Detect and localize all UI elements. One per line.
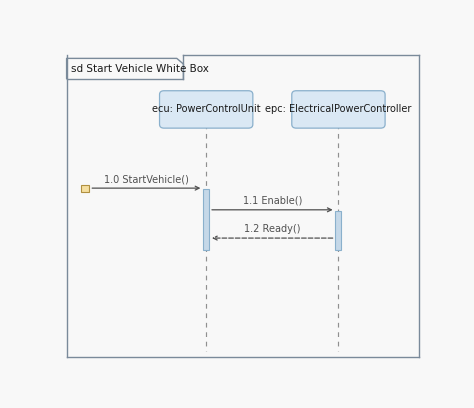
Text: 1.2 Ready(): 1.2 Ready() <box>244 224 301 234</box>
Text: sd Start Vehicle White Box: sd Start Vehicle White Box <box>71 64 209 73</box>
Text: 1.1 Enable(): 1.1 Enable() <box>243 196 302 206</box>
FancyBboxPatch shape <box>292 91 385 128</box>
FancyBboxPatch shape <box>203 189 209 250</box>
FancyBboxPatch shape <box>81 185 89 192</box>
FancyBboxPatch shape <box>336 211 341 250</box>
Text: 1.0 StartVehicle(): 1.0 StartVehicle() <box>104 174 189 184</box>
FancyBboxPatch shape <box>160 91 253 128</box>
Text: epc: ElectricalPowerController: epc: ElectricalPowerController <box>265 104 411 114</box>
Text: ecu: PowerControlUnit: ecu: PowerControlUnit <box>152 104 261 114</box>
